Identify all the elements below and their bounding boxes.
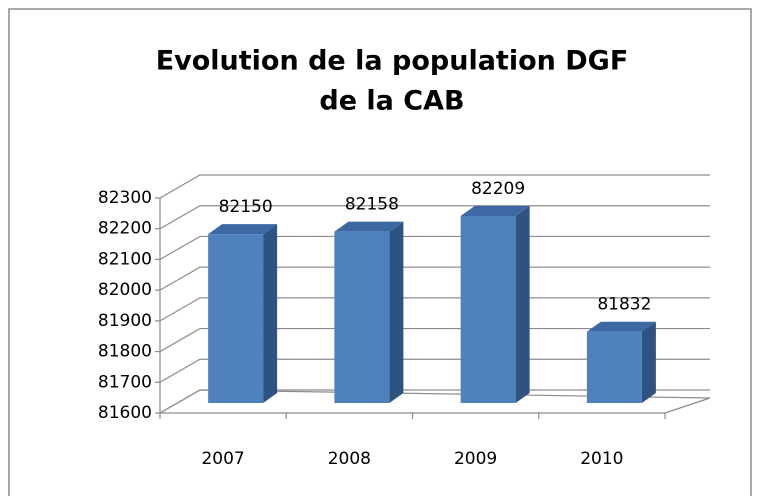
bar-top: [460, 205, 530, 216]
value-label: 82150: [219, 197, 273, 217]
bar-front: [334, 231, 390, 403]
bar-side: [389, 221, 404, 403]
y-tick-label: 82300: [98, 188, 152, 208]
x-tick-label: 2009: [454, 449, 497, 469]
value-label: 82158: [345, 195, 399, 215]
bar-side: [641, 321, 656, 403]
grid-line: [159, 389, 710, 414]
y-tick-label: 82200: [98, 219, 152, 239]
y-tick-label: 81800: [98, 342, 152, 362]
y-tick-label: 81900: [98, 311, 152, 331]
bar-side: [263, 224, 278, 403]
bar: [586, 321, 656, 403]
value-label: 81832: [597, 295, 651, 315]
y-tick-label: 81600: [98, 403, 152, 423]
value-label: 82209: [471, 179, 525, 199]
bar-top: [586, 321, 656, 332]
bar: [460, 205, 530, 403]
x-tick-label: 2010: [580, 449, 623, 469]
grid-line: [159, 327, 710, 353]
grid-line: [159, 174, 710, 199]
bar-front: [586, 331, 642, 403]
chart-title: de la CAB: [319, 86, 464, 117]
y-tick-label: 81700: [98, 372, 152, 392]
y-tick-label: 82100: [98, 249, 152, 269]
bar-front: [460, 215, 516, 403]
grid-line: [159, 297, 710, 322]
grid-line: [159, 205, 710, 230]
bar-front: [208, 234, 264, 403]
bar-top: [208, 224, 278, 235]
x-tick-label: 2008: [328, 449, 371, 469]
bar: [334, 221, 404, 403]
grid-line: [159, 358, 710, 383]
x-tick-label: 2007: [201, 449, 244, 469]
y-tick-label: 82000: [98, 280, 152, 300]
chart-title: Evolution de la population DGF: [156, 46, 629, 77]
bar: [208, 224, 278, 403]
bar-side: [515, 205, 530, 403]
bar-top: [334, 221, 404, 232]
grid-line: [159, 266, 710, 291]
grid-line: [159, 235, 710, 260]
